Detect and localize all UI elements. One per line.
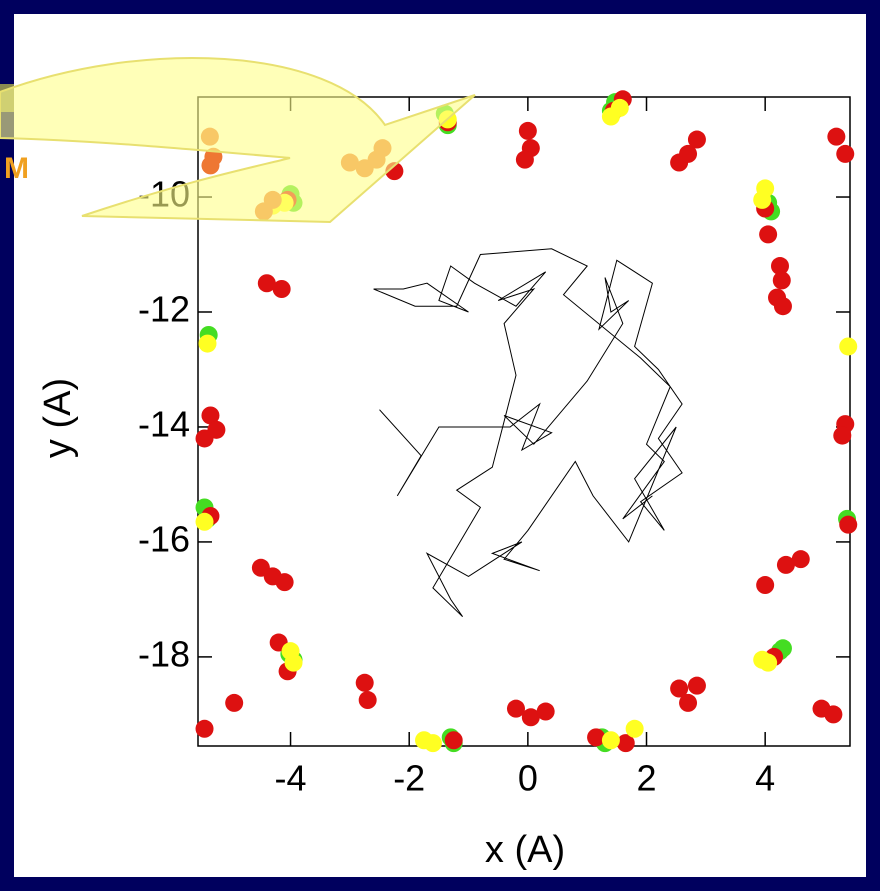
point: [670, 679, 689, 698]
point: [616, 734, 635, 753]
point: [776, 555, 795, 574]
point: [275, 573, 294, 592]
point: [759, 653, 778, 672]
y-tick-label: -12: [138, 289, 190, 330]
x-tick-label: 4: [755, 758, 775, 799]
x-tick-label: 2: [636, 758, 656, 799]
point: [791, 550, 810, 569]
point: [759, 225, 778, 244]
point: [687, 676, 706, 695]
point: [824, 705, 843, 724]
point: [521, 708, 540, 727]
point: [201, 406, 220, 425]
point: [506, 699, 525, 718]
point: [839, 337, 858, 356]
point: [444, 731, 463, 750]
point: [358, 691, 377, 710]
point: [625, 719, 644, 738]
point: [770, 257, 789, 276]
point: [257, 274, 276, 293]
point: [195, 429, 214, 448]
point: [679, 693, 698, 712]
x-tick-label: 0: [518, 758, 538, 799]
point: [839, 515, 858, 534]
point: [587, 728, 606, 747]
panel: [14, 14, 866, 877]
x-axis-label: x (A): [485, 829, 565, 871]
point: [198, 334, 217, 353]
y-axis-label: y (A): [37, 378, 79, 458]
point: [827, 127, 846, 146]
point: [225, 693, 244, 712]
point: [195, 512, 214, 531]
point: [272, 279, 291, 298]
point: [610, 98, 629, 117]
point: [679, 144, 698, 163]
point: [195, 719, 214, 738]
point: [355, 673, 374, 692]
point: [687, 130, 706, 149]
callout: M: [0, 56, 476, 224]
point: [536, 702, 555, 721]
y-tick-label: -18: [138, 633, 190, 674]
point: [772, 271, 791, 290]
point: [753, 190, 772, 209]
annotation: M: [4, 152, 29, 185]
trajectory: [373, 248, 683, 618]
point: [515, 150, 534, 169]
x-tick-label: -2: [393, 758, 425, 799]
point: [756, 576, 775, 595]
point: [415, 731, 434, 750]
point: [281, 642, 300, 661]
callout-arrow: [0, 56, 476, 224]
point: [201, 156, 220, 175]
point: [773, 297, 792, 316]
x-tick-label: -4: [275, 758, 307, 799]
point: [836, 144, 855, 163]
point: [601, 731, 620, 750]
y-tick-label: -14: [138, 403, 190, 444]
y-tick-label: -16: [138, 518, 190, 559]
point: [518, 121, 537, 140]
point: [833, 426, 852, 445]
